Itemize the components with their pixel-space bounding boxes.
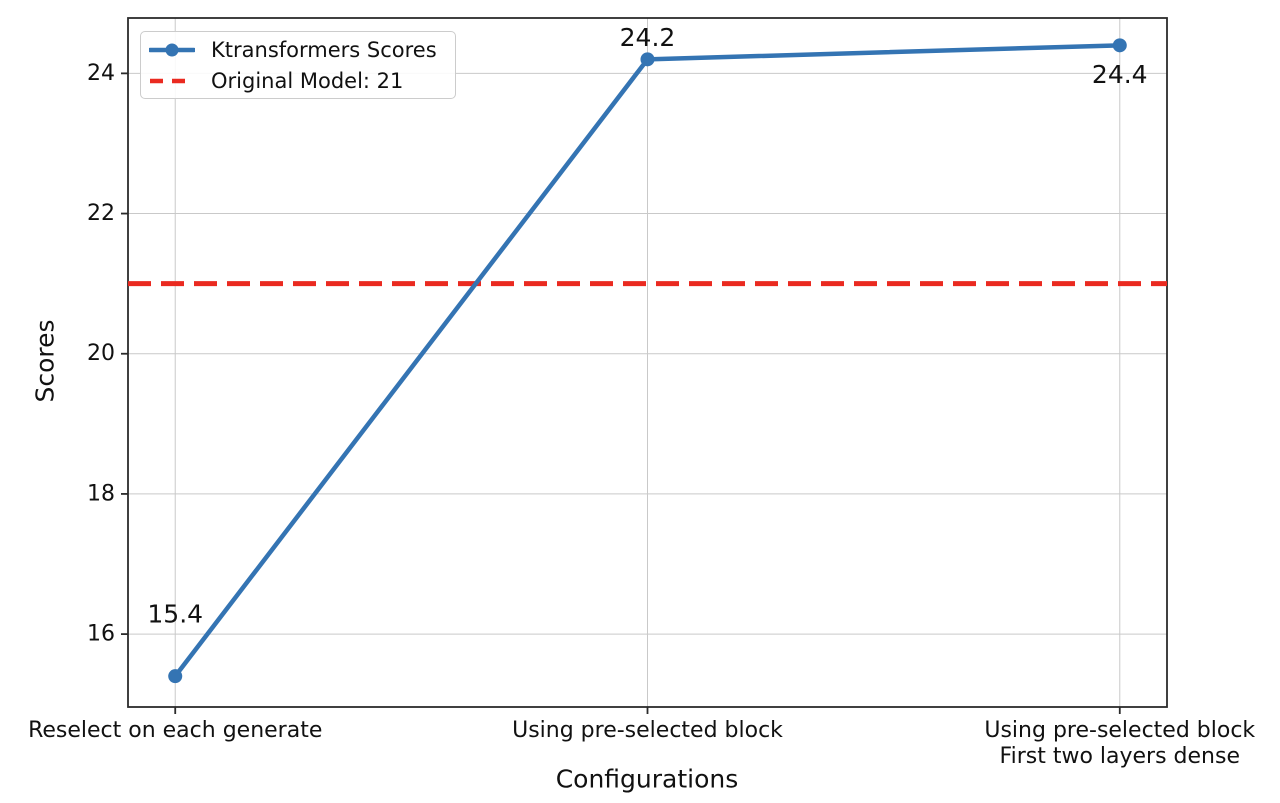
- point-value-label: 15.4: [147, 600, 203, 629]
- y-axis: 16 18 20 22 24: [87, 61, 128, 647]
- x-tick-label: Using pre-selected block: [512, 718, 783, 743]
- y-tick-label: 24: [87, 61, 115, 86]
- dashed-line-icon: [150, 78, 194, 83]
- x-tick-label: Using pre-selected block First two layers…: [984, 718, 1255, 769]
- legend-label-reference: Original Model: 21: [211, 68, 404, 93]
- point-value-label: 24.2: [620, 23, 676, 52]
- x-tick-label: Reselect on each generate: [28, 718, 322, 743]
- gridlines: [128, 18, 1167, 707]
- legend-entry-series: Ktransformers Scores: [149, 37, 445, 63]
- y-tick-label: 16: [87, 622, 115, 647]
- x-axis-label: Configurations: [555, 764, 739, 794]
- y-axis-label: Scores: [30, 319, 60, 403]
- data-point-marker: [1112, 38, 1127, 53]
- data-point-marker: [168, 669, 183, 684]
- y-tick-label: 18: [87, 481, 115, 506]
- x-axis: Reselect on each generate Using pre-selec…: [28, 707, 1255, 769]
- legend: Ktransformers Scores Original Model: 21: [140, 31, 456, 99]
- data-point-marker: [640, 52, 655, 67]
- point-value-label: 24.4: [1092, 60, 1148, 89]
- legend-entry-reference: Original Model: 21: [149, 68, 445, 94]
- series-line-icon: [149, 43, 195, 56]
- legend-label-series: Ktransformers Scores: [211, 37, 437, 62]
- y-tick-label: 22: [87, 201, 115, 226]
- y-tick-label: 20: [87, 341, 115, 366]
